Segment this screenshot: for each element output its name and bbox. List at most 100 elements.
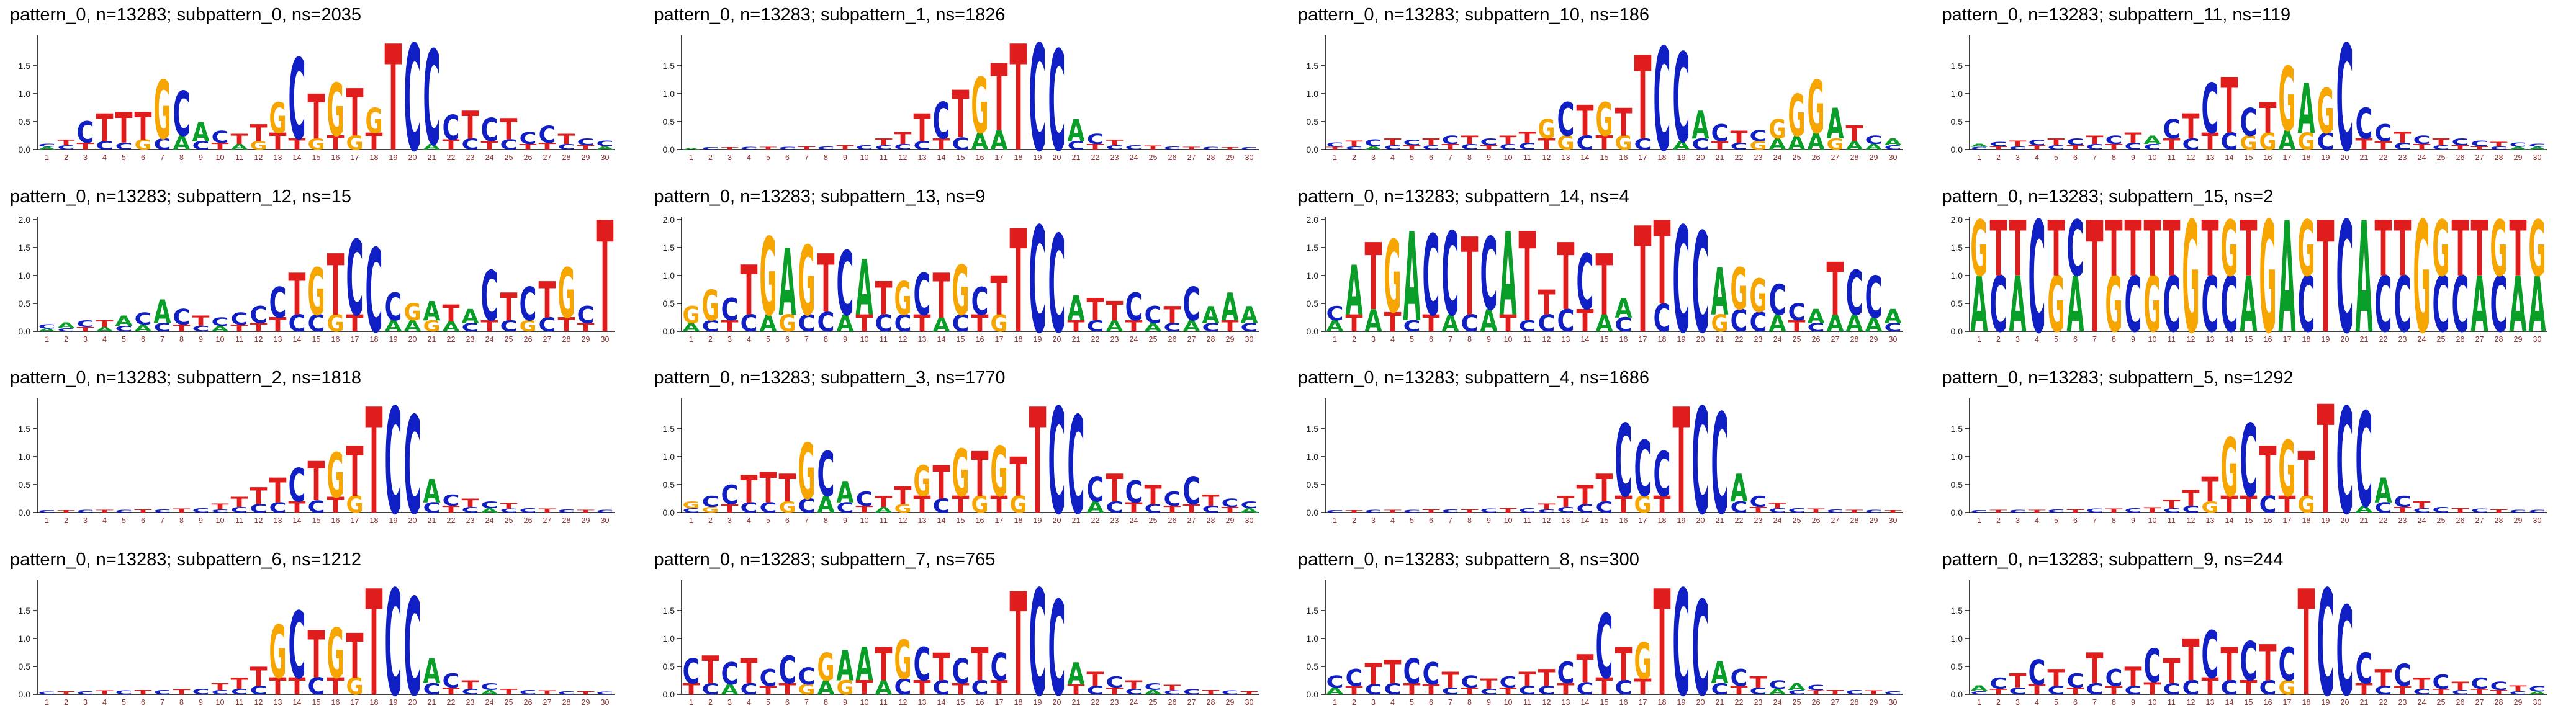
x-tick-label: 15	[1600, 516, 1609, 525]
logo-letter-C: C	[443, 492, 460, 510]
logo-letter-C: C	[2355, 391, 2372, 532]
x-tick-label: 21	[428, 698, 436, 707]
logo-letter-T: T	[1106, 466, 1123, 511]
x-tick-label: 2	[1996, 153, 2001, 162]
logo-letter-C: C	[1615, 676, 1633, 699]
x-tick-label: 30	[2533, 698, 2541, 707]
x-tick-label: 4	[1390, 153, 1395, 162]
logo-letter-C: C	[1125, 144, 1142, 151]
logo-letter-A: A	[96, 325, 114, 333]
sequence-logo-plot: 0.00.51.01.51 2 3 4 5 6 7 8 9 10 11 12 13 14 15 16 17 18 1…	[19, 573, 615, 714]
logo-letter-C: C	[1423, 656, 1440, 692]
x-tick-label: 8	[2112, 335, 2116, 344]
y-tick-label: 0.5	[1307, 298, 1319, 308]
logo-letter-C: C	[192, 687, 210, 696]
x-tick-label: 24	[1773, 335, 1782, 344]
logo-letter-C: C	[836, 233, 853, 335]
x-tick-label: 8	[1467, 516, 1472, 525]
x-tick-label: 6	[1429, 335, 1433, 344]
logo-letter-T: T	[2451, 210, 2469, 294]
x-tick-label: 13	[274, 335, 282, 344]
x-tick-label: 23	[2398, 335, 2407, 344]
logo-letter-A: A	[2066, 261, 2084, 349]
logo-letter-C: C	[2432, 506, 2449, 514]
logo-letter-T: T	[875, 493, 892, 511]
x-tick-label: 9	[199, 516, 203, 525]
logo-letter-C: C	[817, 307, 834, 338]
logo-letter-G: G	[2490, 210, 2507, 294]
y-tick-label: 1.5	[1307, 424, 1319, 434]
x-tick-label: 16	[1619, 335, 1628, 344]
logo-letter-T: T	[173, 508, 191, 514]
y-tick-label: 1.0	[1950, 89, 1963, 99]
logo-letter-G: G	[2259, 210, 2276, 351]
logo-letter-C: C	[1403, 509, 1421, 513]
sequence-logo-plot: 0.00.51.01.51 2 3 4 5 6 7 8 9 10 11 12 13 14 15 16 17 18 1…	[662, 391, 1259, 532]
logo-title: pattern_0, n=13283; subpattern_2, ns=181…	[10, 368, 361, 388]
logo-letter-T: T	[875, 637, 892, 691]
y-tick-label: 0.0	[19, 326, 31, 336]
x-tick-label: 14	[293, 516, 302, 525]
logo-letter-C: C	[2490, 261, 2507, 349]
logo-letter-C: C	[1711, 120, 1729, 146]
logo-letter-C: C	[1750, 493, 1767, 511]
x-tick-label: 7	[2092, 335, 2097, 344]
y-tick-label: 0.5	[662, 661, 675, 671]
logo-letter-T: T	[231, 132, 248, 148]
logo-cell: pattern_0, n=13283; subpattern_1, ns=182…	[644, 0, 1289, 182]
logo-letter-C: C	[154, 320, 171, 334]
logo-letter-T: T	[1634, 33, 1652, 166]
logo-letter-T: T	[913, 310, 930, 336]
logo-letter-C: C	[443, 670, 460, 692]
x-tick-label: 5	[2054, 698, 2058, 707]
y-tick-label: 0.0	[662, 145, 675, 155]
logo-letter-C: C	[2066, 670, 2084, 692]
logo-letter-T: T	[1384, 137, 1402, 147]
logo-letter-T: T	[894, 482, 911, 510]
x-tick-label: 20	[1052, 153, 1061, 162]
logo-letter-C: C	[2432, 144, 2449, 151]
logo-letter-T: T	[1885, 509, 1902, 513]
logo-letter-T: T	[740, 652, 757, 691]
logo-letter-T: T	[1221, 506, 1238, 514]
x-tick-label: 18	[1014, 698, 1022, 707]
logo-cell: pattern_0, n=13283; subpattern_6, ns=121…	[0, 545, 644, 726]
logo-letter-C: C	[798, 310, 815, 336]
x-tick-label: 2	[1352, 516, 1356, 525]
logo-letter-T: T	[2259, 94, 2276, 143]
x-tick-label: 22	[1735, 335, 1744, 344]
logo-letter-C: C	[1182, 688, 1200, 696]
x-tick-label: 17	[2282, 516, 2291, 525]
logo-letter-C: C	[1480, 508, 1498, 514]
logo-letter-C: C	[2201, 69, 2218, 149]
logo-letter-T: T	[2143, 506, 2161, 514]
logo-letter-T: T	[2355, 680, 2372, 698]
x-tick-label: 5	[122, 698, 126, 707]
x-tick-label: 23	[2398, 698, 2407, 707]
x-tick-label: 21	[1071, 516, 1080, 525]
y-tick-label: 0.0	[19, 508, 31, 518]
logo-letter-T: T	[1125, 678, 1142, 691]
x-tick-label: 2	[708, 516, 713, 525]
logo-letter-T: T	[462, 103, 479, 148]
logo-letter-A: A	[1240, 302, 1258, 328]
logo-letter-C: C	[2470, 674, 2488, 692]
logo-letter-C: C	[2163, 261, 2180, 349]
logo-letter-C: C	[173, 79, 191, 150]
logo-letter-T: T	[1086, 143, 1104, 151]
x-tick-label: 25	[1793, 335, 1801, 344]
logo-letter-T: T	[836, 144, 853, 151]
logo-letter-C: C	[115, 509, 133, 513]
logo-letter-C: C	[577, 137, 595, 147]
logo-letter-T: T	[1500, 133, 1517, 147]
x-tick-label: 13	[2205, 153, 2214, 162]
x-tick-label: 10	[2148, 153, 2156, 162]
y-tick-label: 1.0	[19, 89, 31, 99]
x-tick-label: 12	[254, 698, 263, 707]
logo-letter-G: G	[1634, 633, 1652, 691]
y-tick-label: 0.5	[1307, 480, 1319, 490]
logo-letter-A: A	[1067, 113, 1084, 149]
logo-letter-T: T	[308, 451, 325, 514]
x-tick-label: 17	[1639, 516, 1647, 525]
logo-letter-C: C	[1442, 210, 1459, 343]
